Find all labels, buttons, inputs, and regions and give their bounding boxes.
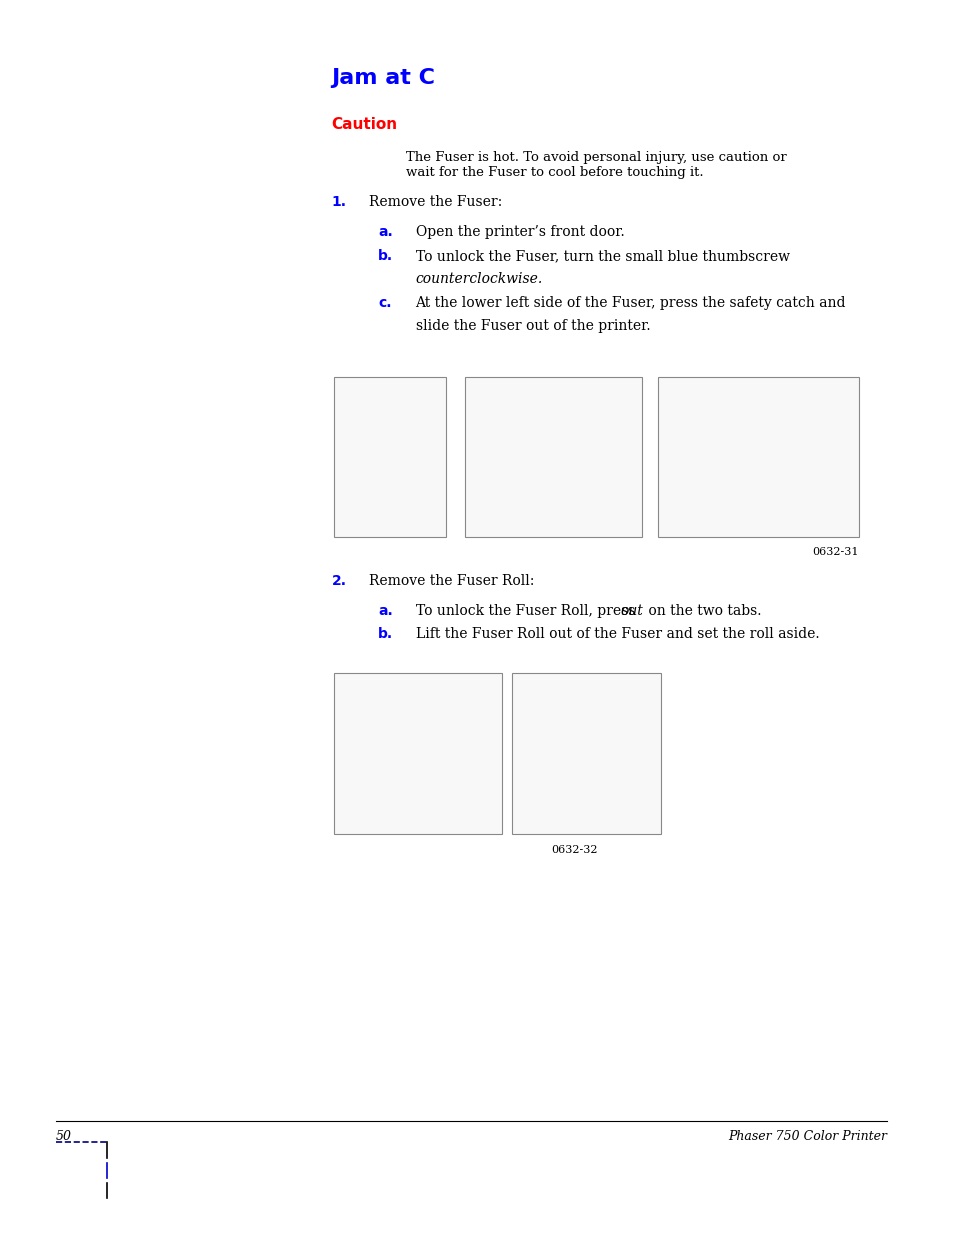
Text: 2.: 2. — [331, 574, 346, 588]
Text: Jam at C: Jam at C — [331, 68, 436, 88]
Text: counterclockwise.: counterclockwise. — [416, 272, 542, 285]
FancyBboxPatch shape — [334, 673, 502, 834]
Text: a.: a. — [377, 225, 393, 238]
Text: Caution: Caution — [331, 117, 397, 132]
Text: Phaser 750 Color Printer: Phaser 750 Color Printer — [727, 1130, 886, 1144]
Text: 0632-31: 0632-31 — [812, 547, 858, 557]
Text: slide the Fuser out of the printer.: slide the Fuser out of the printer. — [416, 319, 650, 332]
FancyBboxPatch shape — [511, 673, 660, 834]
Text: 1.: 1. — [331, 195, 346, 209]
Text: 0632-32: 0632-32 — [551, 845, 597, 855]
Text: Lift the Fuser Roll out of the Fuser and set the roll aside.: Lift the Fuser Roll out of the Fuser and… — [416, 627, 819, 641]
Text: The Fuser is hot. To avoid personal injury, use caution or
wait for the Fuser to: The Fuser is hot. To avoid personal inju… — [406, 151, 786, 179]
Text: To unlock the Fuser, turn the small blue thumbscrew: To unlock the Fuser, turn the small blue… — [416, 249, 789, 263]
FancyBboxPatch shape — [464, 377, 641, 537]
Text: b.: b. — [377, 249, 393, 263]
FancyBboxPatch shape — [334, 377, 446, 537]
Text: To unlock the Fuser Roll, press: To unlock the Fuser Roll, press — [416, 604, 639, 618]
Text: 50: 50 — [56, 1130, 72, 1144]
Text: Remove the Fuser Roll:: Remove the Fuser Roll: — [369, 574, 534, 588]
Text: At the lower left side of the Fuser, press the safety catch and: At the lower left side of the Fuser, pre… — [416, 296, 845, 310]
Text: c.: c. — [377, 296, 392, 310]
Text: Open the printer’s front door.: Open the printer’s front door. — [416, 225, 623, 238]
Text: b.: b. — [377, 627, 393, 641]
Text: out: out — [619, 604, 642, 618]
Text: a.: a. — [377, 604, 393, 618]
FancyBboxPatch shape — [658, 377, 859, 537]
Text: on the two tabs.: on the two tabs. — [643, 604, 761, 618]
Text: Remove the Fuser:: Remove the Fuser: — [369, 195, 501, 209]
